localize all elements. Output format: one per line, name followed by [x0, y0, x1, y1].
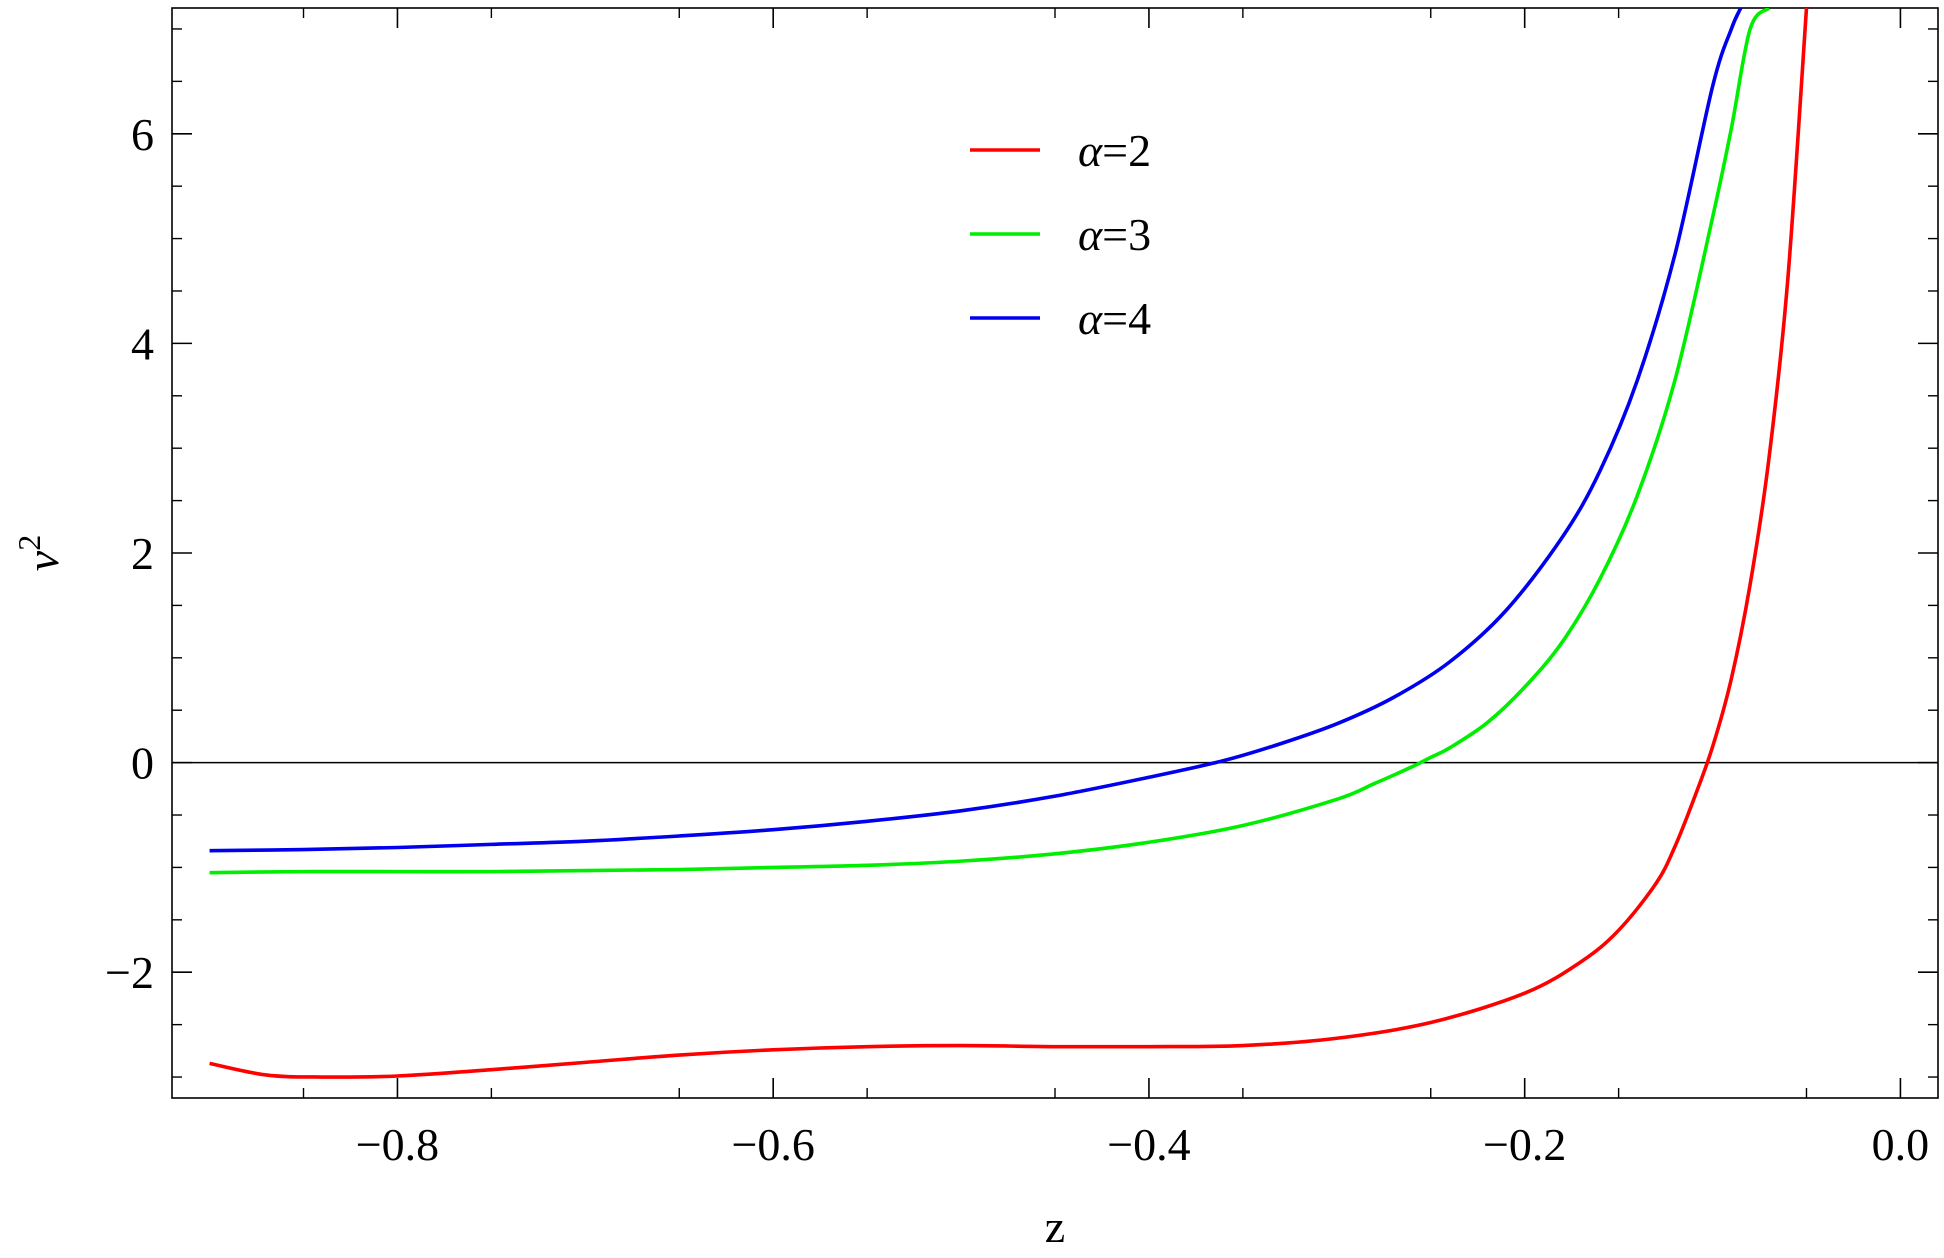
x-tick-label: −0.2	[1483, 1119, 1566, 1170]
x-tick-label: 0.0	[1872, 1119, 1930, 1170]
x-tick-label: −0.6	[731, 1119, 814, 1170]
x-axis-label: z	[1045, 1201, 1065, 1252]
legend-label: α=2	[1078, 125, 1151, 176]
series-layer	[209, 8, 1809, 1079]
y-axis-label: v2	[11, 535, 68, 571]
ticks-layer: −0.8 −0.6 −0.4 −0.2 0.0 −2 0 2 4 6	[105, 8, 1938, 1170]
y-tick-label: 2	[131, 528, 154, 579]
x-tick-label: −0.4	[1107, 1119, 1190, 1170]
y-tick-label: 6	[131, 109, 154, 160]
y-tick-label: 0	[131, 738, 154, 789]
legend-label: α=4	[1078, 293, 1151, 344]
y-tick-label: −2	[105, 947, 154, 998]
y-axis-label-main: v	[17, 550, 68, 571]
series-line	[209, 8, 1743, 853]
y-axis-label-superscript: 2	[11, 535, 47, 551]
series-line	[209, 8, 1771, 875]
series-line	[209, 8, 1809, 1079]
plot-frame	[171, 7, 1939, 1099]
legend-label: α=3	[1078, 209, 1151, 260]
svg-text:v2: v2	[11, 535, 68, 571]
x-tick-label: −0.8	[356, 1119, 439, 1170]
y-tick-label: 4	[131, 318, 154, 369]
legend: α=2 α=3 α=4	[970, 125, 1151, 344]
